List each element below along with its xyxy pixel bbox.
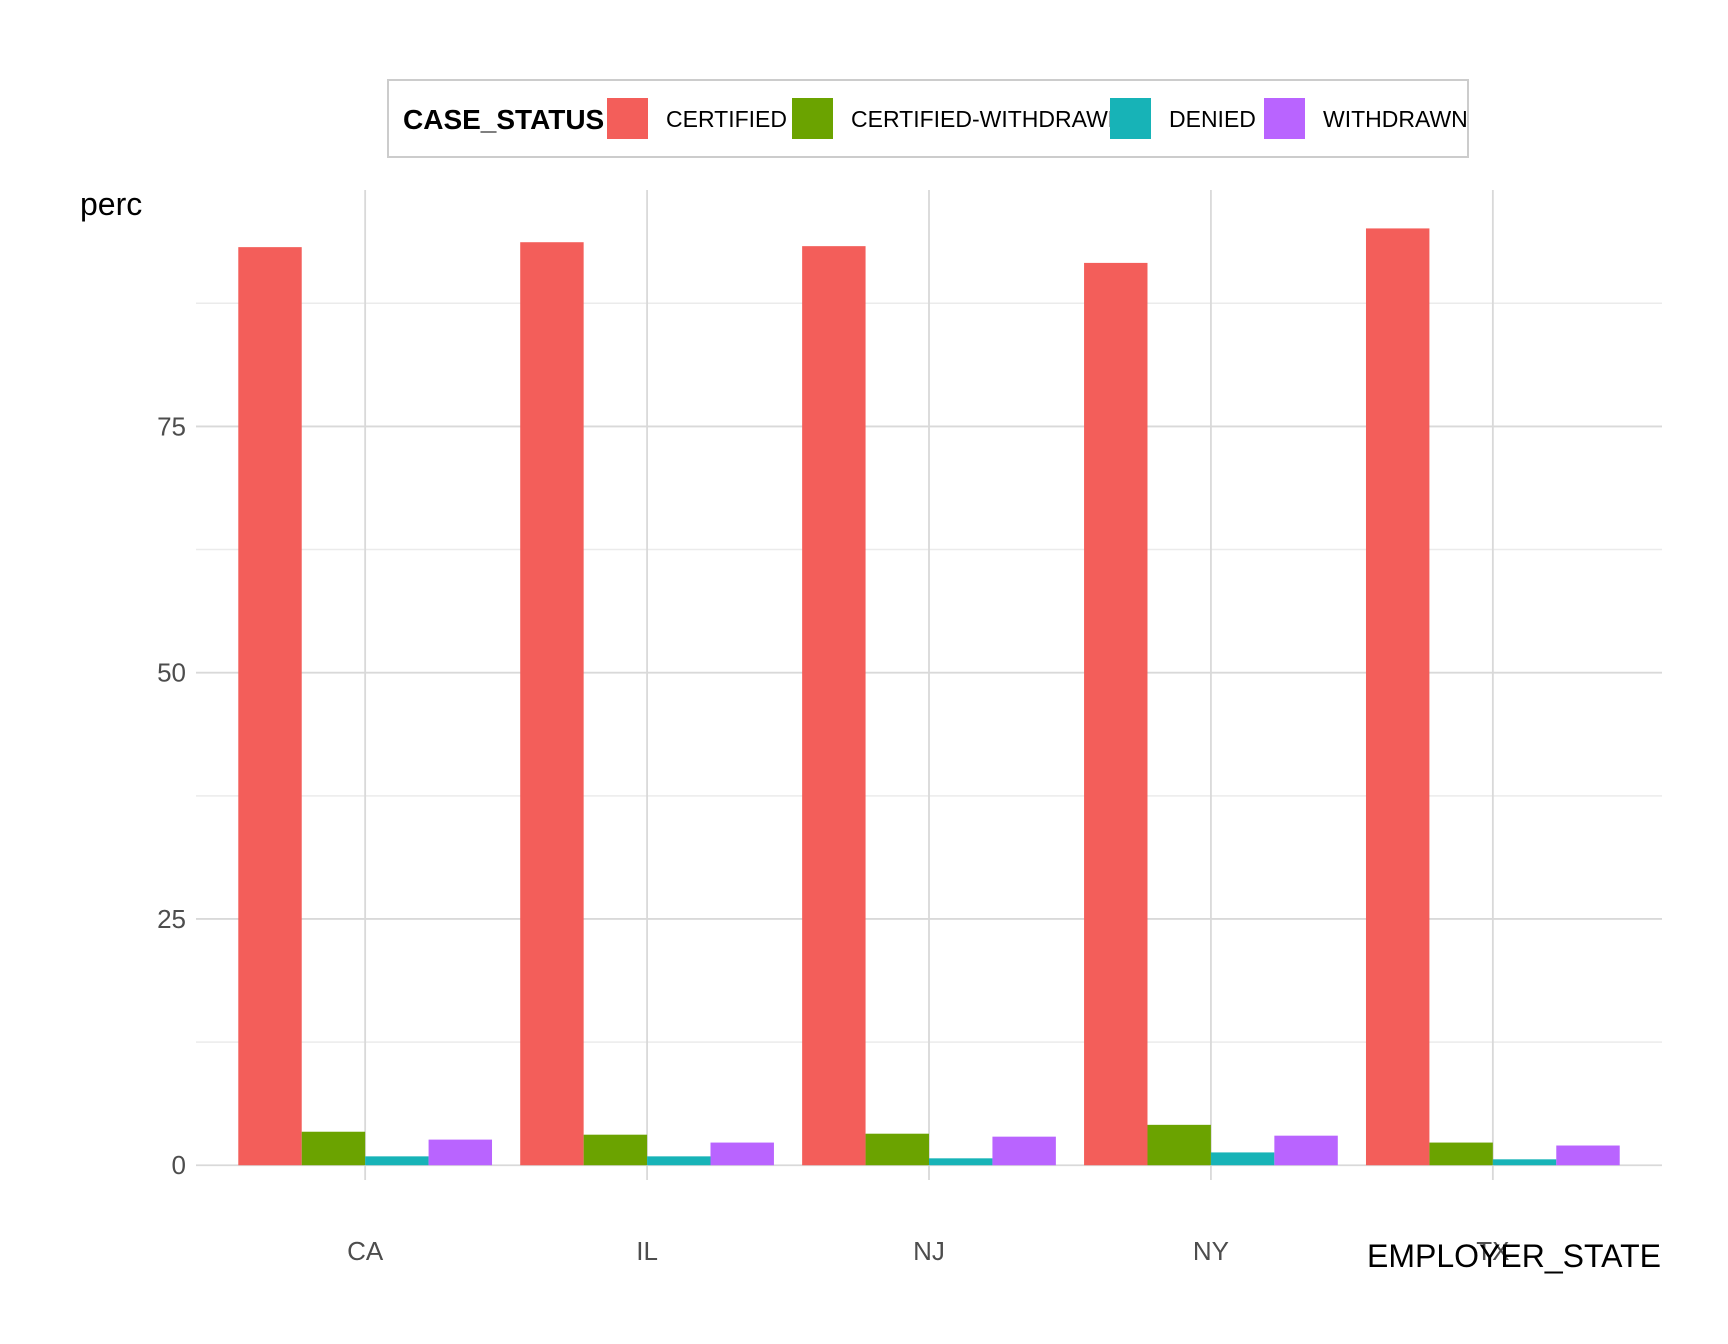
legend-key-certified-withdrawn <box>792 98 833 139</box>
legend-key-certified <box>607 98 648 139</box>
legend-title: CASE_STATUS <box>403 104 604 135</box>
y-tick-label: 25 <box>157 904 186 934</box>
x-tick-label: TX <box>1476 1236 1509 1266</box>
bar-tx-certified <box>1365 228 1430 1166</box>
y-axis-title: perc <box>80 186 142 222</box>
y-tick-label: 75 <box>157 411 186 441</box>
bar-ny-denied <box>1210 1152 1275 1166</box>
legend-label: WITHDRAWN <box>1323 106 1468 132</box>
bar-nj-withdrawn <box>992 1136 1056 1166</box>
bar-il-certified-withdrawn <box>583 1134 648 1166</box>
legend-key-denied <box>1110 98 1151 139</box>
legend-label: DENIED <box>1169 106 1256 132</box>
y-tick-label: 50 <box>157 658 186 688</box>
y-tick-labels: 0 25 50 75 <box>157 411 186 1180</box>
bar-tx-certified-withdrawn <box>1429 1142 1493 1166</box>
bar-tx-denied <box>1492 1159 1557 1166</box>
legend-key-withdrawn <box>1264 98 1305 139</box>
legend-items: CERTIFIED CERTIFIED-WITHDRAWN DENIED WITHDR… <box>607 98 1468 139</box>
x-tick-labels: CA IL NJ NY TX <box>347 1236 1509 1266</box>
bar-ny-certified-withdrawn <box>1147 1124 1211 1166</box>
bar-tx-withdrawn <box>1556 1145 1620 1166</box>
legend: CASE_STATUS CERTIFIED CERTIFIED-WITHDRAWN… <box>387 79 1469 158</box>
major-gridlines <box>196 190 1662 1180</box>
legend-label: CERTIFIED <box>666 106 787 132</box>
bar-ca-certified-withdrawn <box>301 1131 366 1166</box>
bars <box>238 228 1620 1166</box>
bar-ny-withdrawn <box>1274 1135 1338 1166</box>
bar-nj-denied <box>929 1158 993 1166</box>
bar-il-denied <box>647 1156 711 1166</box>
x-tick-label: IL <box>636 1236 658 1266</box>
bar-ca-withdrawn <box>428 1139 493 1166</box>
x-axis-title: EMPLOYER_STATE <box>1367 1238 1661 1274</box>
bar-il-withdrawn <box>710 1142 774 1166</box>
bar-nj-certified <box>802 246 866 1166</box>
bar-ny-certified <box>1084 262 1148 1166</box>
x-tick-label: CA <box>347 1236 384 1266</box>
y-tick-label: 0 <box>172 1150 186 1180</box>
x-tick-label: NY <box>1193 1236 1229 1266</box>
legend-label: CERTIFIED-WITHDRAWN <box>851 106 1124 132</box>
bar-ca-denied <box>365 1156 429 1166</box>
bar-ca-certified <box>238 247 302 1166</box>
bar-nj-certified-withdrawn <box>865 1133 929 1166</box>
bar-il-certified <box>520 242 584 1166</box>
x-tick-label: NJ <box>913 1236 945 1266</box>
